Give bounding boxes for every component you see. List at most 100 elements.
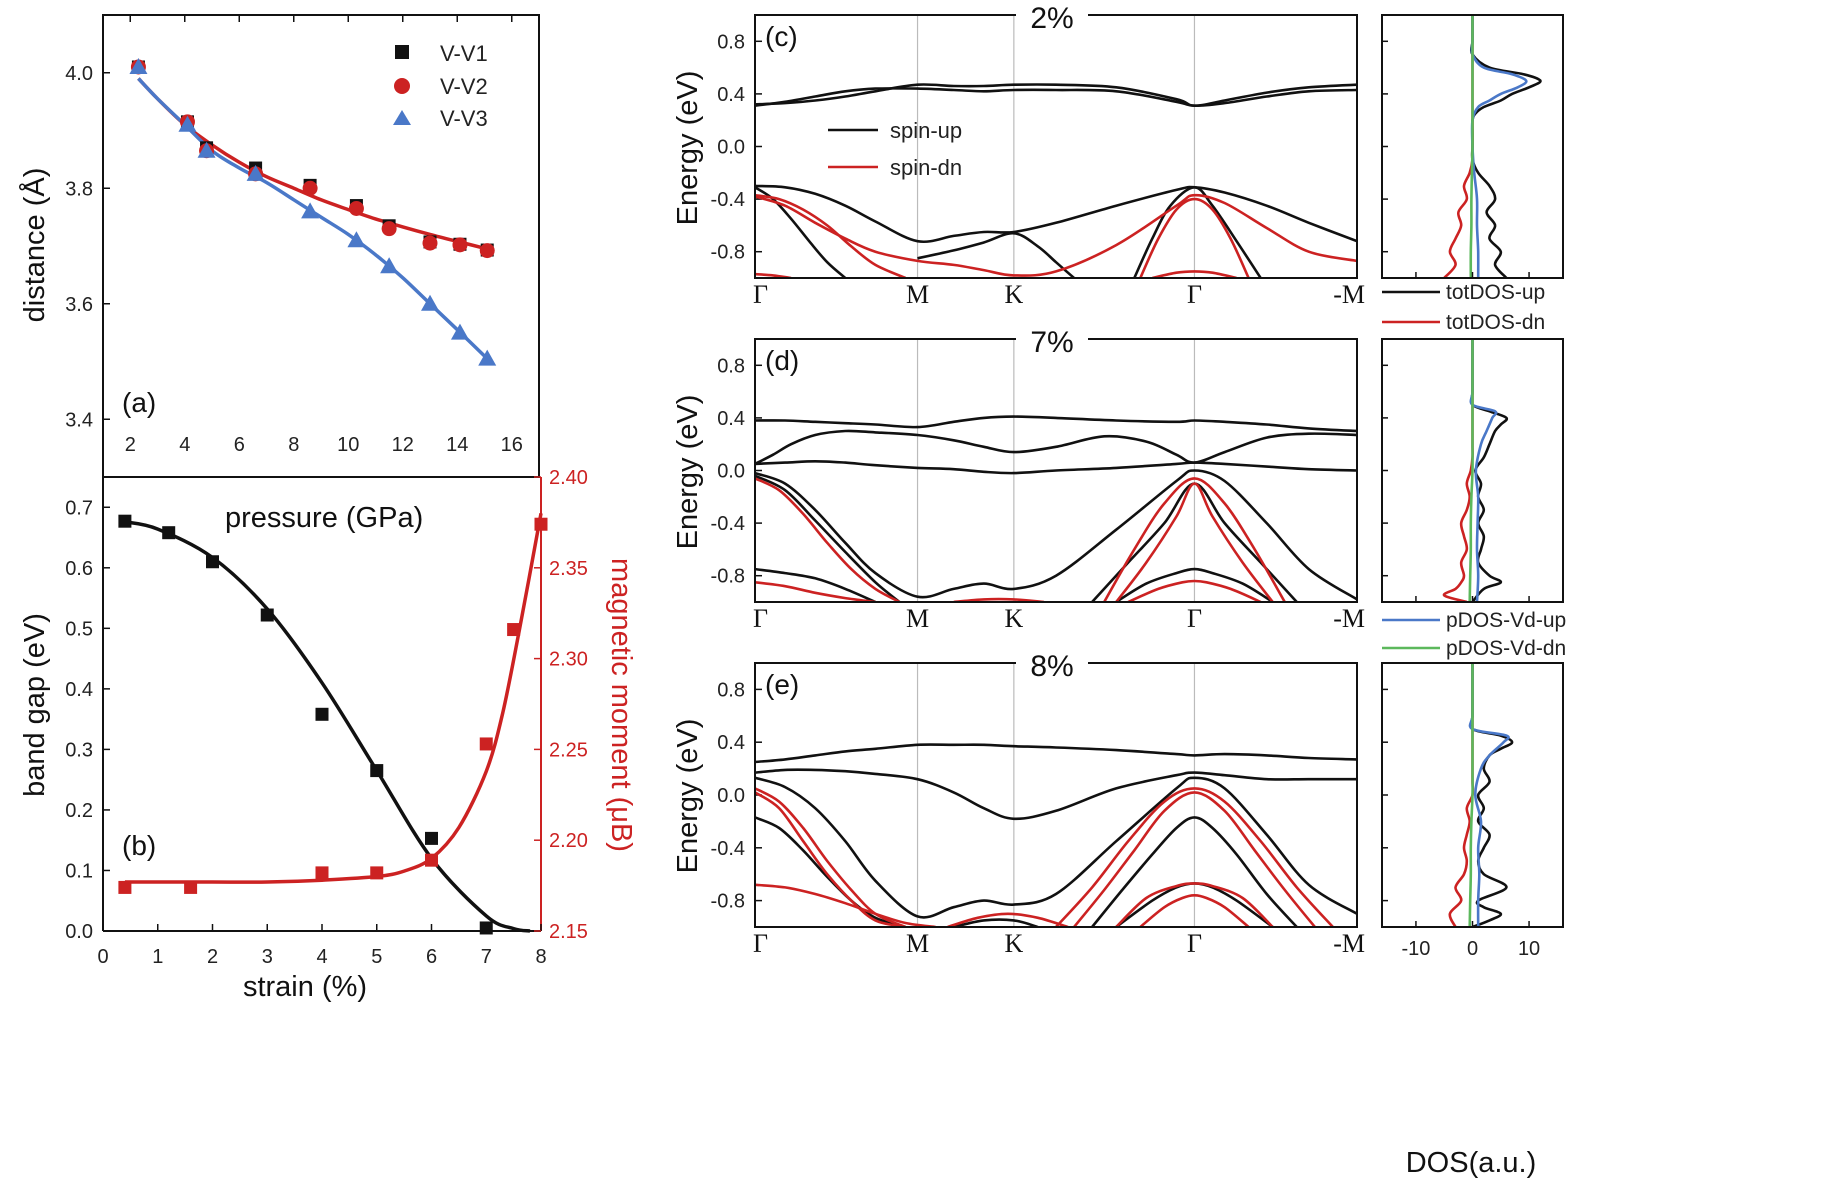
b-ytick-label: 0.3 (65, 739, 93, 761)
kpoint-label: -M (1333, 280, 1365, 309)
panel-d-label: (d) (765, 345, 799, 376)
b-point-magnetic-moment (184, 880, 198, 894)
dos-xlabel: DOS(a.u.) (1406, 1147, 1537, 1179)
band-ytick-label: 0.4 (717, 732, 745, 754)
a-xtick-label: 14 (446, 434, 468, 456)
band-spin-up (755, 415, 1357, 433)
panel-c: Γ M K Γ -M -0.8 -0.4 0.0 0.4 0.8 (711, 14, 1564, 309)
b-ytick-label: 0.2 (65, 800, 93, 822)
b-point-band-gap (315, 707, 329, 721)
band-spin-dn (1152, 270, 1237, 278)
band-spin-up (755, 776, 1357, 919)
legend-totdos-dn: totDOS-dn (1446, 311, 1545, 334)
panel-b-label: (b) (122, 830, 156, 861)
kpoint-label: -M (1333, 604, 1365, 633)
panel-d-strain: 7% (1030, 326, 1073, 359)
dos-pdos-vd-dn (1469, 15, 1474, 278)
band-spin-up (755, 469, 1357, 601)
b-point-magnetic-moment (315, 866, 329, 880)
a-xtick-label: 12 (392, 434, 414, 456)
band-spin-up (755, 567, 876, 602)
b-point-magnetic-moment (534, 517, 548, 531)
kpoint-label: Γ (753, 604, 768, 633)
panel-a-legend: V-V1 V-V2 V-V3 (393, 41, 488, 131)
band-ytick-label: 0.0 (717, 785, 745, 807)
a-xtick-label: 2 (125, 434, 136, 456)
band-spin-dn (1139, 893, 1250, 927)
band-spin-dn (755, 193, 1357, 277)
b-xtick-label: 4 (316, 946, 327, 968)
a-point-v-v3 (246, 164, 265, 181)
b-y2tick-label: 2.15 (549, 921, 588, 943)
panel-a-label: (a) (122, 387, 156, 418)
band-spin-up (917, 231, 1075, 278)
a-point-v-v3 (178, 115, 197, 132)
b-point-band-gap (370, 764, 384, 778)
dos-curves (1442, 339, 1509, 602)
panel-e-ylabel: Energy (eV) (672, 719, 704, 874)
b-y2tick-label: 2.20 (549, 830, 588, 852)
panel-d-ylabel: Energy (eV) (672, 395, 704, 550)
panel-b-fits (124, 512, 543, 933)
b-point-magnetic-moment (425, 853, 438, 867)
band-spin-dn (953, 597, 1045, 602)
dos-pdos-vd-up (1470, 15, 1528, 278)
a-point-v-v3 (197, 141, 216, 158)
b-point-band-gap (425, 831, 438, 845)
a-point-v-v3 (129, 57, 148, 74)
panel-b-y2label: magnetic moment (μB) (605, 558, 637, 852)
kpoint-label: Γ (1187, 929, 1202, 958)
a-xtick-label: 16 (501, 434, 523, 456)
dos-frame (1381, 662, 1564, 928)
dos-frame (1381, 14, 1564, 279)
dos-legend: totDOS-up totDOS-dn pDOS-Vd-up pDOS-Vd-d… (1382, 281, 1566, 660)
legend-spin-dn: spin-dn (890, 155, 962, 180)
dos-xtick-label: 0 (1467, 938, 1478, 960)
panel-b-ylabel: band gap (eV) (19, 613, 51, 797)
band-spin-up (1091, 816, 1298, 927)
a-ytick-label: 3.6 (65, 294, 93, 316)
a-point-v-v3 (478, 349, 497, 366)
a-xtick-label: 8 (288, 434, 299, 456)
dos-totdos-dn (1442, 339, 1474, 602)
a-point-v-v2 (348, 200, 364, 216)
a-point-v-v3 (450, 323, 469, 340)
band-spin-dn (755, 787, 907, 927)
band-spin-up (755, 184, 1357, 244)
dos-frame (1381, 338, 1564, 603)
band-spin-up (1133, 185, 1262, 278)
dos-xtick-label: -10 (1401, 938, 1430, 960)
band-ytick-label: 0.8 (717, 31, 745, 53)
band-spin-dn (1127, 579, 1262, 602)
b-ytick-label: 0.1 (65, 860, 93, 882)
band-spin-dn (1139, 197, 1250, 278)
b-point-magnetic-moment (118, 880, 132, 894)
kpoint-label: M (906, 280, 929, 309)
kpoint-label: M (906, 929, 929, 958)
band-spin-dn (1115, 882, 1274, 927)
b-point-band-gap (162, 526, 176, 540)
a-point-v-v2 (381, 221, 397, 237)
a-xtick-label: 4 (179, 434, 190, 456)
dos-xtick-label: 10 (1518, 938, 1540, 960)
band-ytick-label: -0.8 (711, 566, 745, 588)
b-ytick-label: 0.0 (65, 921, 93, 943)
band-spin-up (755, 429, 1357, 466)
panel-c-label: (c) (765, 21, 798, 52)
panel-c-ylabel: Energy (eV) (672, 71, 704, 226)
b-y2tick-label: 2.35 (549, 558, 588, 580)
legend-pdos-vd-dn: pDOS-Vd-dn (1446, 637, 1566, 660)
a-point-v-v3 (380, 257, 399, 274)
dos-curves (1448, 663, 1514, 927)
a-point-v-v3 (421, 294, 439, 311)
b-point-band-gap (118, 514, 132, 528)
band-ytick-label: 0.8 (717, 679, 745, 701)
band-frame (754, 662, 1358, 928)
b-xtick-label: 1 (152, 946, 163, 968)
a-point-v-v2 (422, 235, 438, 251)
b-y2tick-label: 2.25 (549, 739, 588, 761)
band-ytick-label: 0.4 (717, 408, 745, 430)
band-spin-dn (755, 193, 907, 278)
legend-label-v-v2: V-V2 (440, 74, 488, 99)
band-spin-up (755, 768, 1357, 821)
